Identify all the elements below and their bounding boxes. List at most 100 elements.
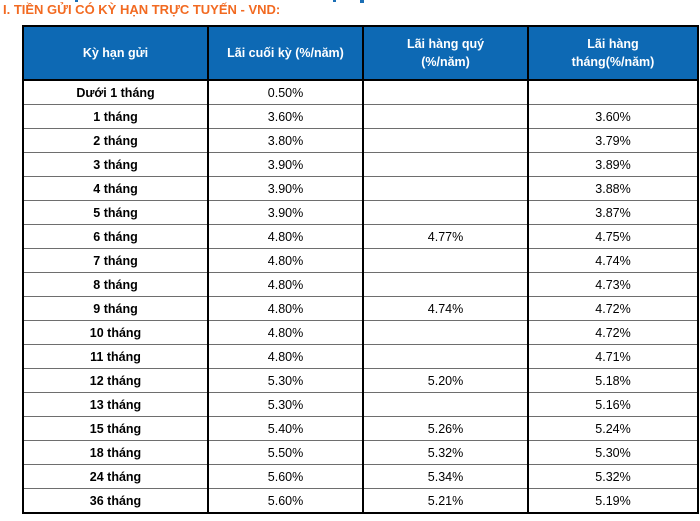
monthly-rate-cell: 5.24% bbox=[527, 416, 699, 441]
end-rate-cell: 5.60% bbox=[207, 488, 364, 514]
end-rate-cell: 5.60% bbox=[207, 464, 364, 489]
column-header-quarterly-rate: Lãi hàng quý (%/năm) bbox=[362, 25, 529, 81]
end-rate-cell: 4.80% bbox=[207, 248, 364, 273]
column-header-label-line1: Lãi hàng quý bbox=[406, 36, 485, 51]
end-rate-cell: 5.30% bbox=[207, 368, 364, 393]
end-rate-cell: 4.80% bbox=[207, 224, 364, 249]
table-row: 10 tháng 4.80% 4.72% bbox=[22, 320, 699, 345]
end-rate-cell: 4.80% bbox=[207, 344, 364, 369]
column-header-end-of-term-rate: Lãi cuối kỳ (%/năm) bbox=[207, 25, 364, 81]
end-rate-cell: 0.50% bbox=[207, 79, 364, 105]
term-cell: 1 tháng bbox=[22, 104, 209, 129]
quarterly-rate-cell bbox=[362, 344, 529, 369]
table-row: 8 tháng 4.80% 4.73% bbox=[22, 272, 699, 297]
end-rate-cell: 3.80% bbox=[207, 128, 364, 153]
monthly-rate-cell: 4.72% bbox=[527, 296, 699, 321]
quarterly-rate-cell: 5.32% bbox=[362, 440, 529, 465]
section-title: I. TIỀN GỬI CÓ KỲ HẠN TRỰC TUYẾN - VND: bbox=[3, 2, 281, 17]
end-rate-cell: 3.60% bbox=[207, 104, 364, 129]
term-cell: 9 tháng bbox=[22, 296, 209, 321]
quarterly-rate-cell: 5.34% bbox=[362, 464, 529, 489]
table-row: 12 tháng 5.30% 5.20% 5.18% bbox=[22, 368, 699, 393]
table-row: 24 tháng 5.60% 5.34% 5.32% bbox=[22, 464, 699, 489]
table-row: 6 tháng 4.80% 4.77% 4.75% bbox=[22, 224, 699, 249]
table-row: 13 tháng 5.30% 5.16% bbox=[22, 392, 699, 417]
table-row: 7 tháng 4.80% 4.74% bbox=[22, 248, 699, 273]
monthly-rate-cell: 5.19% bbox=[527, 488, 699, 514]
term-cell: 5 tháng bbox=[22, 200, 209, 225]
cropped-content-artifact bbox=[333, 0, 336, 2]
table-row: 11 tháng 4.80% 4.71% bbox=[22, 344, 699, 369]
monthly-rate-cell: 5.18% bbox=[527, 368, 699, 393]
column-header-label-line2: (%/năm) bbox=[421, 55, 470, 69]
quarterly-rate-cell bbox=[362, 79, 529, 105]
end-rate-cell: 4.80% bbox=[207, 320, 364, 345]
term-cell: 7 tháng bbox=[22, 248, 209, 273]
quarterly-rate-cell bbox=[362, 176, 529, 201]
monthly-rate-cell: 4.71% bbox=[527, 344, 699, 369]
monthly-rate-cell: 3.60% bbox=[527, 104, 699, 129]
term-cell: 3 tháng bbox=[22, 152, 209, 177]
monthly-rate-cell: 3.79% bbox=[527, 128, 699, 153]
quarterly-rate-cell: 5.20% bbox=[362, 368, 529, 393]
monthly-rate-cell: 4.75% bbox=[527, 224, 699, 249]
column-header-label: Lãi cuối kỳ (%/năm) bbox=[227, 45, 344, 60]
monthly-rate-cell: 5.32% bbox=[527, 464, 699, 489]
end-rate-cell: 5.30% bbox=[207, 392, 364, 417]
end-rate-cell: 5.50% bbox=[207, 440, 364, 465]
quarterly-rate-cell: 4.77% bbox=[362, 224, 529, 249]
quarterly-rate-cell bbox=[362, 152, 529, 177]
term-cell: 15 tháng bbox=[22, 416, 209, 441]
table-row: Dưới 1 tháng 0.50% bbox=[22, 79, 699, 105]
monthly-rate-cell: 3.88% bbox=[527, 176, 699, 201]
monthly-rate-cell: 4.72% bbox=[527, 320, 699, 345]
table-row: 36 tháng 5.60% 5.21% 5.19% bbox=[22, 488, 699, 514]
table-row: 18 tháng 5.50% 5.32% 5.30% bbox=[22, 440, 699, 465]
monthly-rate-cell: 4.73% bbox=[527, 272, 699, 297]
monthly-rate-cell: 5.30% bbox=[527, 440, 699, 465]
quarterly-rate-cell bbox=[362, 392, 529, 417]
table-row: 9 tháng 4.80% 4.74% 4.72% bbox=[22, 296, 699, 321]
end-rate-cell: 3.90% bbox=[207, 200, 364, 225]
term-cell: 18 tháng bbox=[22, 440, 209, 465]
monthly-rate-cell: 5.16% bbox=[527, 392, 699, 417]
term-cell: 8 tháng bbox=[22, 272, 209, 297]
column-header-label: Kỳ hạn gửi bbox=[82, 45, 149, 60]
term-cell: Dưới 1 tháng bbox=[22, 79, 209, 105]
end-rate-cell: 4.80% bbox=[207, 272, 364, 297]
table-row: 5 tháng 3.90% 3.87% bbox=[22, 200, 699, 225]
quarterly-rate-cell bbox=[362, 248, 529, 273]
cropped-content-artifact bbox=[360, 0, 364, 3]
monthly-rate-cell: 4.74% bbox=[527, 248, 699, 273]
table-header-row: Kỳ hạn gửi Lãi cuối kỳ (%/năm) Lãi hàng … bbox=[22, 25, 699, 81]
column-header-label-line1: Lãi hàng bbox=[587, 36, 639, 51]
quarterly-rate-cell: 5.26% bbox=[362, 416, 529, 441]
table-row: 4 tháng 3.90% 3.88% bbox=[22, 176, 699, 201]
quarterly-rate-cell: 4.74% bbox=[362, 296, 529, 321]
term-cell: 24 tháng bbox=[22, 464, 209, 489]
quarterly-rate-cell bbox=[362, 200, 529, 225]
term-cell: 12 tháng bbox=[22, 368, 209, 393]
end-rate-cell: 3.90% bbox=[207, 152, 364, 177]
end-rate-cell: 5.40% bbox=[207, 416, 364, 441]
term-cell: 10 tháng bbox=[22, 320, 209, 345]
quarterly-rate-cell bbox=[362, 104, 529, 129]
interest-rate-table: Kỳ hạn gửi Lãi cuối kỳ (%/năm) Lãi hàng … bbox=[22, 25, 699, 514]
column-header-term: Kỳ hạn gửi bbox=[22, 25, 209, 81]
term-cell: 13 tháng bbox=[22, 392, 209, 417]
table-row: 15 tháng 5.40% 5.26% 5.24% bbox=[22, 416, 699, 441]
quarterly-rate-cell bbox=[362, 272, 529, 297]
term-cell: 6 tháng bbox=[22, 224, 209, 249]
quarterly-rate-cell bbox=[362, 320, 529, 345]
table-row: 2 tháng 3.80% 3.79% bbox=[22, 128, 699, 153]
cropped-content-artifact bbox=[75, 0, 78, 2]
term-cell: 2 tháng bbox=[22, 128, 209, 153]
monthly-rate-cell bbox=[527, 79, 699, 105]
monthly-rate-cell: 3.87% bbox=[527, 200, 699, 225]
monthly-rate-cell: 3.89% bbox=[527, 152, 699, 177]
table-row: 3 tháng 3.90% 3.89% bbox=[22, 152, 699, 177]
column-header-label-line2: tháng(%/năm) bbox=[571, 55, 655, 69]
end-rate-cell: 3.90% bbox=[207, 176, 364, 201]
quarterly-rate-cell bbox=[362, 128, 529, 153]
